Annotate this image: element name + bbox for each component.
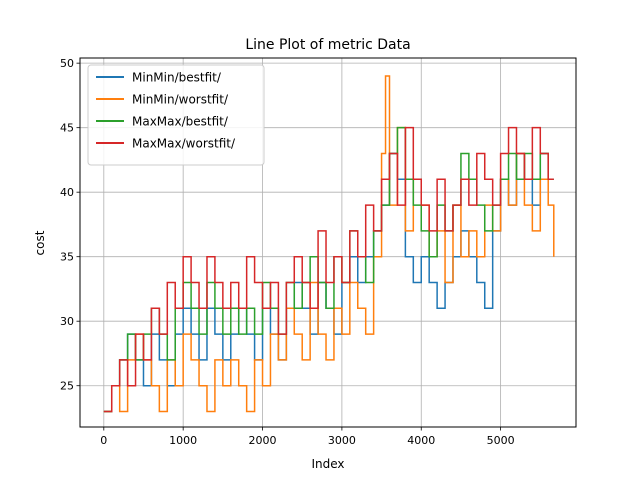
axes-frame [79, 57, 577, 428]
ticks: 0 1000 2000 3000 4000 5000 25 30 35 40 45 50 [60, 57, 515, 447]
y-axis-label: cost [33, 230, 47, 255]
legend-label: MaxMax/worstfit/ [132, 137, 236, 151]
y-tick-label: 35 [60, 251, 74, 264]
x-tick-label: 3000 [328, 434, 356, 447]
y-tick-label: 25 [60, 380, 74, 393]
plot-area [103, 75, 555, 413]
legend-box [87, 64, 265, 166]
legend-label: MinMin/worstfit/ [132, 93, 229, 107]
x-tick-label: 1000 [169, 434, 197, 447]
x-tick-label: 0 [100, 434, 107, 447]
x-axis-label: Index [311, 457, 344, 471]
legend-label: MinMin/bestfit/ [132, 71, 222, 85]
legend-label: MaxMax/bestfit/ [132, 115, 229, 129]
y-tick-label: 40 [60, 186, 74, 199]
y-tick-label: 45 [60, 122, 74, 135]
x-tick-label: 2000 [249, 434, 277, 447]
x-tick-label: 5000 [487, 434, 515, 447]
chart-title: Line Plot of metric Data [245, 37, 410, 53]
series-line-4 [103, 126, 554, 413]
y-tick-label: 50 [60, 57, 74, 70]
y-tick-label: 30 [60, 315, 74, 328]
legend: MinMin/bestfit/MinMin/worstfit/MaxMax/be… [87, 64, 265, 166]
x-tick-label: 4000 [407, 434, 435, 447]
